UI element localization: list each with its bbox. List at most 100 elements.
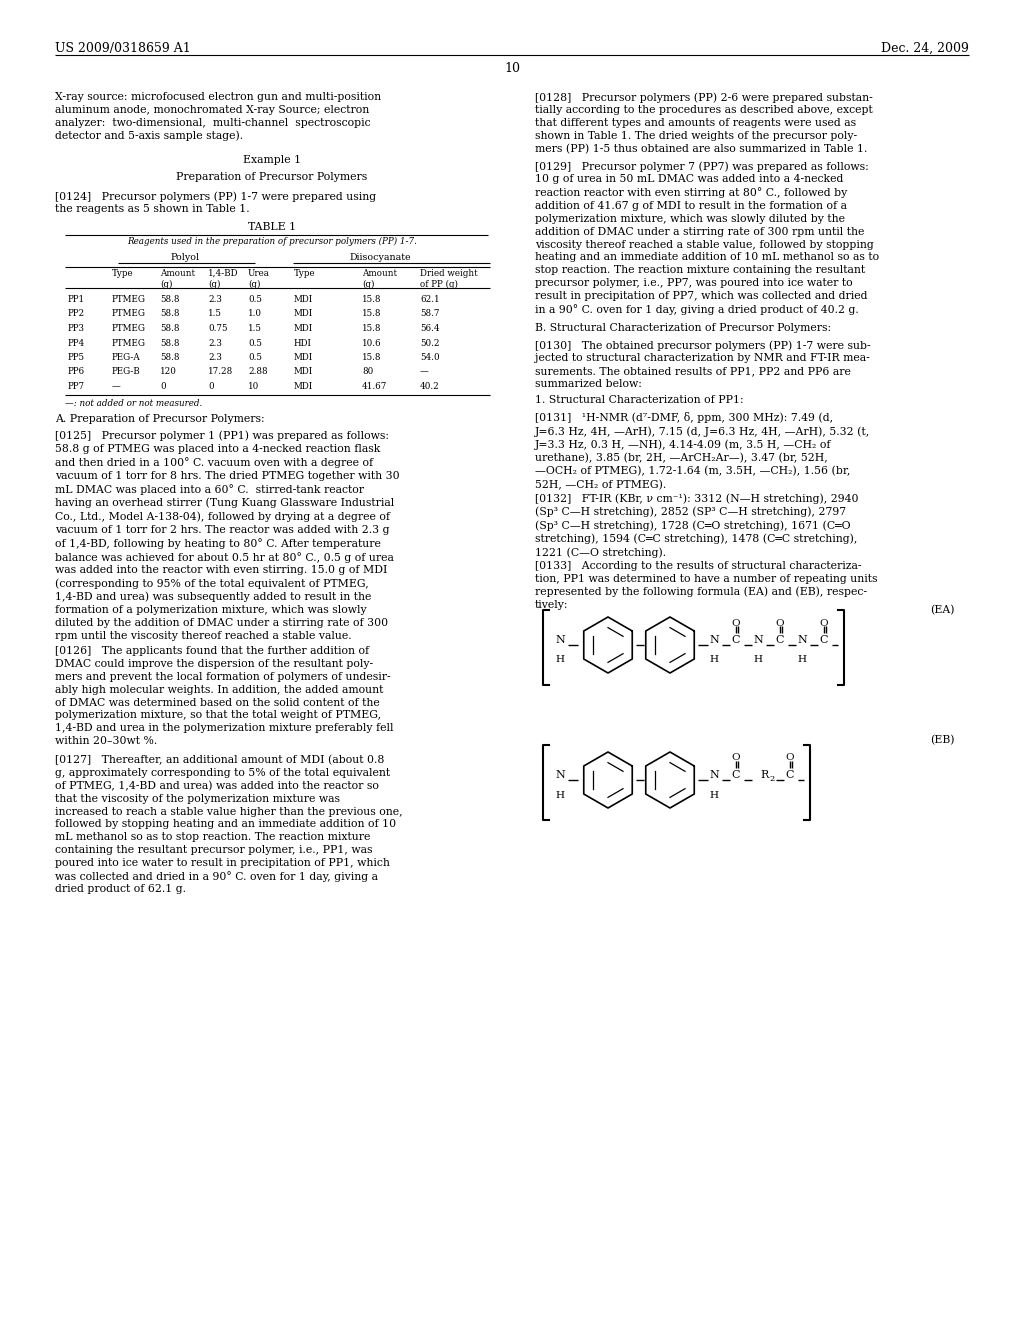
Text: [0125]   Precursor polymer 1 (PP1) was prepared as follows:
58.8 g of PTMEG was : [0125] Precursor polymer 1 (PP1) was pre…	[55, 430, 399, 640]
Text: 2: 2	[769, 775, 774, 783]
Text: PEG-A: PEG-A	[112, 352, 140, 362]
Text: 58.8: 58.8	[160, 352, 179, 362]
Text: 80: 80	[362, 367, 374, 376]
Text: 1.5: 1.5	[208, 309, 222, 318]
Text: (EA): (EA)	[931, 605, 955, 615]
Text: [0132]   FT-IR (KBr, ν cm⁻¹): 3312 (N—H stretching), 2940
(Sp³ C—H stretching), : [0132] FT-IR (KBr, ν cm⁻¹): 3312 (N—H st…	[535, 492, 858, 558]
Text: O: O	[785, 754, 795, 763]
Text: MDI: MDI	[294, 309, 313, 318]
Text: N: N	[710, 635, 719, 645]
Text: PTMEG: PTMEG	[112, 338, 146, 347]
Text: X-ray source: microfocused electron gun and multi-position
aluminum anode, monoc: X-ray source: microfocused electron gun …	[55, 92, 381, 141]
Text: N: N	[753, 635, 763, 645]
Text: —: —	[420, 367, 429, 376]
Text: H: H	[798, 656, 807, 664]
Text: 58.7: 58.7	[420, 309, 439, 318]
Text: PP6: PP6	[68, 367, 85, 376]
Text: 0.5: 0.5	[248, 338, 262, 347]
Text: [0126]   The applicants found that the further addition of
DMAC could improve th: [0126] The applicants found that the fur…	[55, 647, 393, 746]
Text: 120: 120	[160, 367, 177, 376]
Text: 40.2: 40.2	[420, 381, 439, 391]
Text: PTMEG: PTMEG	[112, 309, 146, 318]
Text: 62.1: 62.1	[420, 294, 439, 304]
Text: 15.8: 15.8	[362, 294, 382, 304]
Text: MDI: MDI	[294, 381, 313, 391]
Text: H: H	[555, 656, 564, 664]
Text: 2.88: 2.88	[248, 367, 267, 376]
Text: 1.0: 1.0	[248, 309, 262, 318]
Text: N: N	[710, 770, 719, 780]
Text: B. Structural Characterization of Precursor Polymers:: B. Structural Characterization of Precur…	[535, 323, 831, 333]
Text: MDI: MDI	[294, 352, 313, 362]
Text: 1.5: 1.5	[248, 323, 262, 333]
Text: HDI: HDI	[294, 338, 312, 347]
Text: 0.75: 0.75	[208, 323, 227, 333]
Text: Reagents used in the preparation of precursor polymers (PP) 1-7.: Reagents used in the preparation of prec…	[127, 238, 417, 246]
Text: 0.5: 0.5	[248, 352, 262, 362]
Text: (EB): (EB)	[931, 735, 955, 746]
Text: C: C	[732, 635, 740, 645]
Text: H: H	[555, 791, 564, 800]
Text: 15.8: 15.8	[362, 323, 382, 333]
Text: 41.67: 41.67	[362, 381, 387, 391]
Text: 0: 0	[208, 381, 214, 391]
Text: O: O	[732, 754, 740, 763]
Text: Polyol: Polyol	[170, 253, 200, 261]
Text: C: C	[785, 770, 795, 780]
Text: PEG-B: PEG-B	[112, 367, 140, 376]
Text: 10.6: 10.6	[362, 338, 382, 347]
Text: 2.3: 2.3	[208, 338, 222, 347]
Text: N: N	[797, 635, 807, 645]
Text: [0130]   The obtained precursor polymers (PP) 1-7 were sub-
jected to structural: [0130] The obtained precursor polymers (…	[535, 341, 870, 389]
Text: —: not added or not measured.: —: not added or not measured.	[65, 399, 203, 408]
Text: N: N	[555, 635, 565, 645]
Text: 1. Structural Characterization of PP1:: 1. Structural Characterization of PP1:	[535, 395, 743, 405]
Text: TABLE 1: TABLE 1	[248, 222, 296, 232]
Text: 10: 10	[504, 62, 520, 75]
Text: Amount
(g): Amount (g)	[362, 269, 397, 289]
Text: H: H	[754, 656, 763, 664]
Text: Example 1: Example 1	[243, 154, 301, 165]
Text: 15.8: 15.8	[362, 309, 382, 318]
Text: C: C	[820, 635, 828, 645]
Text: Type: Type	[112, 269, 133, 279]
Text: PTMEG: PTMEG	[112, 294, 146, 304]
Text: US 2009/0318659 A1: US 2009/0318659 A1	[55, 42, 190, 55]
Text: C: C	[732, 770, 740, 780]
Text: Dried weight
of PP (g): Dried weight of PP (g)	[420, 269, 477, 289]
Text: O: O	[819, 619, 828, 627]
Text: Preparation of Precursor Polymers: Preparation of Precursor Polymers	[176, 172, 368, 182]
Text: MDI: MDI	[294, 323, 313, 333]
Text: 50.2: 50.2	[420, 338, 439, 347]
Text: [0127]   Thereafter, an additional amount of MDI (about 0.8
g, approximately cor: [0127] Thereafter, an additional amount …	[55, 755, 402, 895]
Text: 54.0: 54.0	[420, 352, 439, 362]
Text: Type: Type	[294, 269, 315, 279]
Text: [0131]   ¹H-NMR (d⁷-DMF, δ, ppm, 300 MHz): 7.49 (d,
J=6.3 Hz, 4H, —ArH), 7.15 (d: [0131] ¹H-NMR (d⁷-DMF, δ, ppm, 300 MHz):…	[535, 412, 870, 490]
Text: [0124]   Precursor polymers (PP) 1-7 were prepared using
the reagents as 5 shown: [0124] Precursor polymers (PP) 1-7 were …	[55, 191, 376, 214]
Text: PP7: PP7	[68, 381, 85, 391]
Text: PP4: PP4	[68, 338, 85, 347]
Text: 56.4: 56.4	[420, 323, 439, 333]
Text: H: H	[710, 656, 719, 664]
Text: MDI: MDI	[294, 367, 313, 376]
Text: A. Preparation of Precursor Polymers:: A. Preparation of Precursor Polymers:	[55, 414, 264, 425]
Text: 1,4-BD
(g): 1,4-BD (g)	[208, 269, 239, 289]
Text: PTMEG: PTMEG	[112, 323, 146, 333]
Text: [0128]   Precursor polymers (PP) 2-6 were prepared substan-
tially according to : [0128] Precursor polymers (PP) 2-6 were …	[535, 92, 872, 154]
Text: 2.3: 2.3	[208, 294, 222, 304]
Text: PP1: PP1	[68, 294, 85, 304]
Text: 58.8: 58.8	[160, 309, 179, 318]
Text: 58.8: 58.8	[160, 338, 179, 347]
Text: 58.8: 58.8	[160, 294, 179, 304]
Text: Diisocyanate: Diisocyanate	[349, 253, 411, 261]
Text: 58.8: 58.8	[160, 323, 179, 333]
Text: H: H	[710, 791, 719, 800]
Text: [0129]   Precursor polymer 7 (PP7) was prepared as follows:
10 g of urea in 50 m: [0129] Precursor polymer 7 (PP7) was pre…	[535, 161, 880, 314]
Text: Dec. 24, 2009: Dec. 24, 2009	[881, 42, 969, 55]
Text: PP5: PP5	[68, 352, 85, 362]
Text: 0: 0	[160, 381, 166, 391]
Text: 17.28: 17.28	[208, 367, 233, 376]
Text: Urea
(g): Urea (g)	[248, 269, 270, 289]
Text: R: R	[760, 770, 768, 780]
Text: MDI: MDI	[294, 294, 313, 304]
